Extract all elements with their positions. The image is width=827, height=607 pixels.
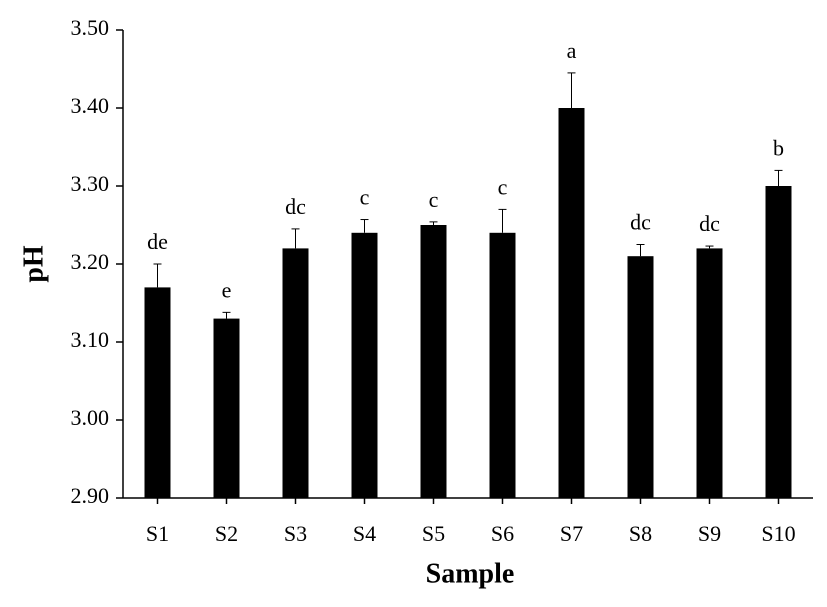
y-tick-label: 3.30	[71, 171, 110, 196]
y-tick-label: 2.90	[71, 483, 110, 508]
x-tick-label: S1	[146, 521, 169, 546]
x-tick-label: S7	[560, 521, 583, 546]
error-bar	[498, 208, 507, 233]
y-tick-label: 3.20	[71, 249, 110, 274]
error-bar	[291, 228, 300, 249]
error-bar	[153, 263, 162, 288]
bar	[627, 256, 654, 498]
bar	[351, 232, 378, 499]
x-tick-label: S4	[353, 521, 376, 546]
x-tick-label: S3	[284, 521, 307, 546]
y-tick-label: 3.00	[71, 405, 110, 430]
error-bar	[636, 244, 645, 257]
x-tick-label: S6	[491, 521, 514, 546]
y-tick-label: 3.10	[71, 327, 110, 352]
significance-letter: a	[567, 38, 577, 63]
significance-letter: dc	[699, 211, 720, 236]
significance-letter: c	[498, 174, 508, 199]
bar	[489, 232, 516, 499]
y-tick-label: 3.50	[71, 15, 110, 40]
bar	[213, 318, 240, 498]
bar	[282, 248, 309, 498]
significance-letter: c	[360, 185, 370, 210]
error-bar	[567, 72, 576, 108]
x-tick-label: S8	[629, 521, 652, 546]
significance-letter: dc	[630, 210, 651, 235]
error-bar	[429, 221, 438, 225]
error-bar	[705, 245, 714, 249]
bar	[420, 225, 447, 498]
error-bar	[774, 169, 783, 186]
error-bar	[360, 219, 369, 233]
bar	[696, 248, 723, 498]
y-tick-label: 3.40	[71, 93, 110, 118]
significance-letter: dc	[285, 194, 306, 219]
significance-letter: b	[773, 135, 784, 160]
error-bar	[222, 311, 231, 319]
x-tick-label: S5	[422, 521, 445, 546]
x-tick-label: S2	[215, 521, 238, 546]
significance-letter: de	[147, 229, 168, 254]
bar	[765, 186, 792, 498]
x-tick-label: S10	[761, 521, 795, 546]
x-tick-label: S9	[698, 521, 721, 546]
x-axis-title: Sample	[426, 558, 515, 589]
significance-letter: c	[429, 187, 439, 212]
significance-letter: e	[222, 277, 232, 302]
bar	[558, 108, 585, 498]
bar	[144, 287, 171, 498]
y-axis-title: pH	[18, 245, 49, 283]
